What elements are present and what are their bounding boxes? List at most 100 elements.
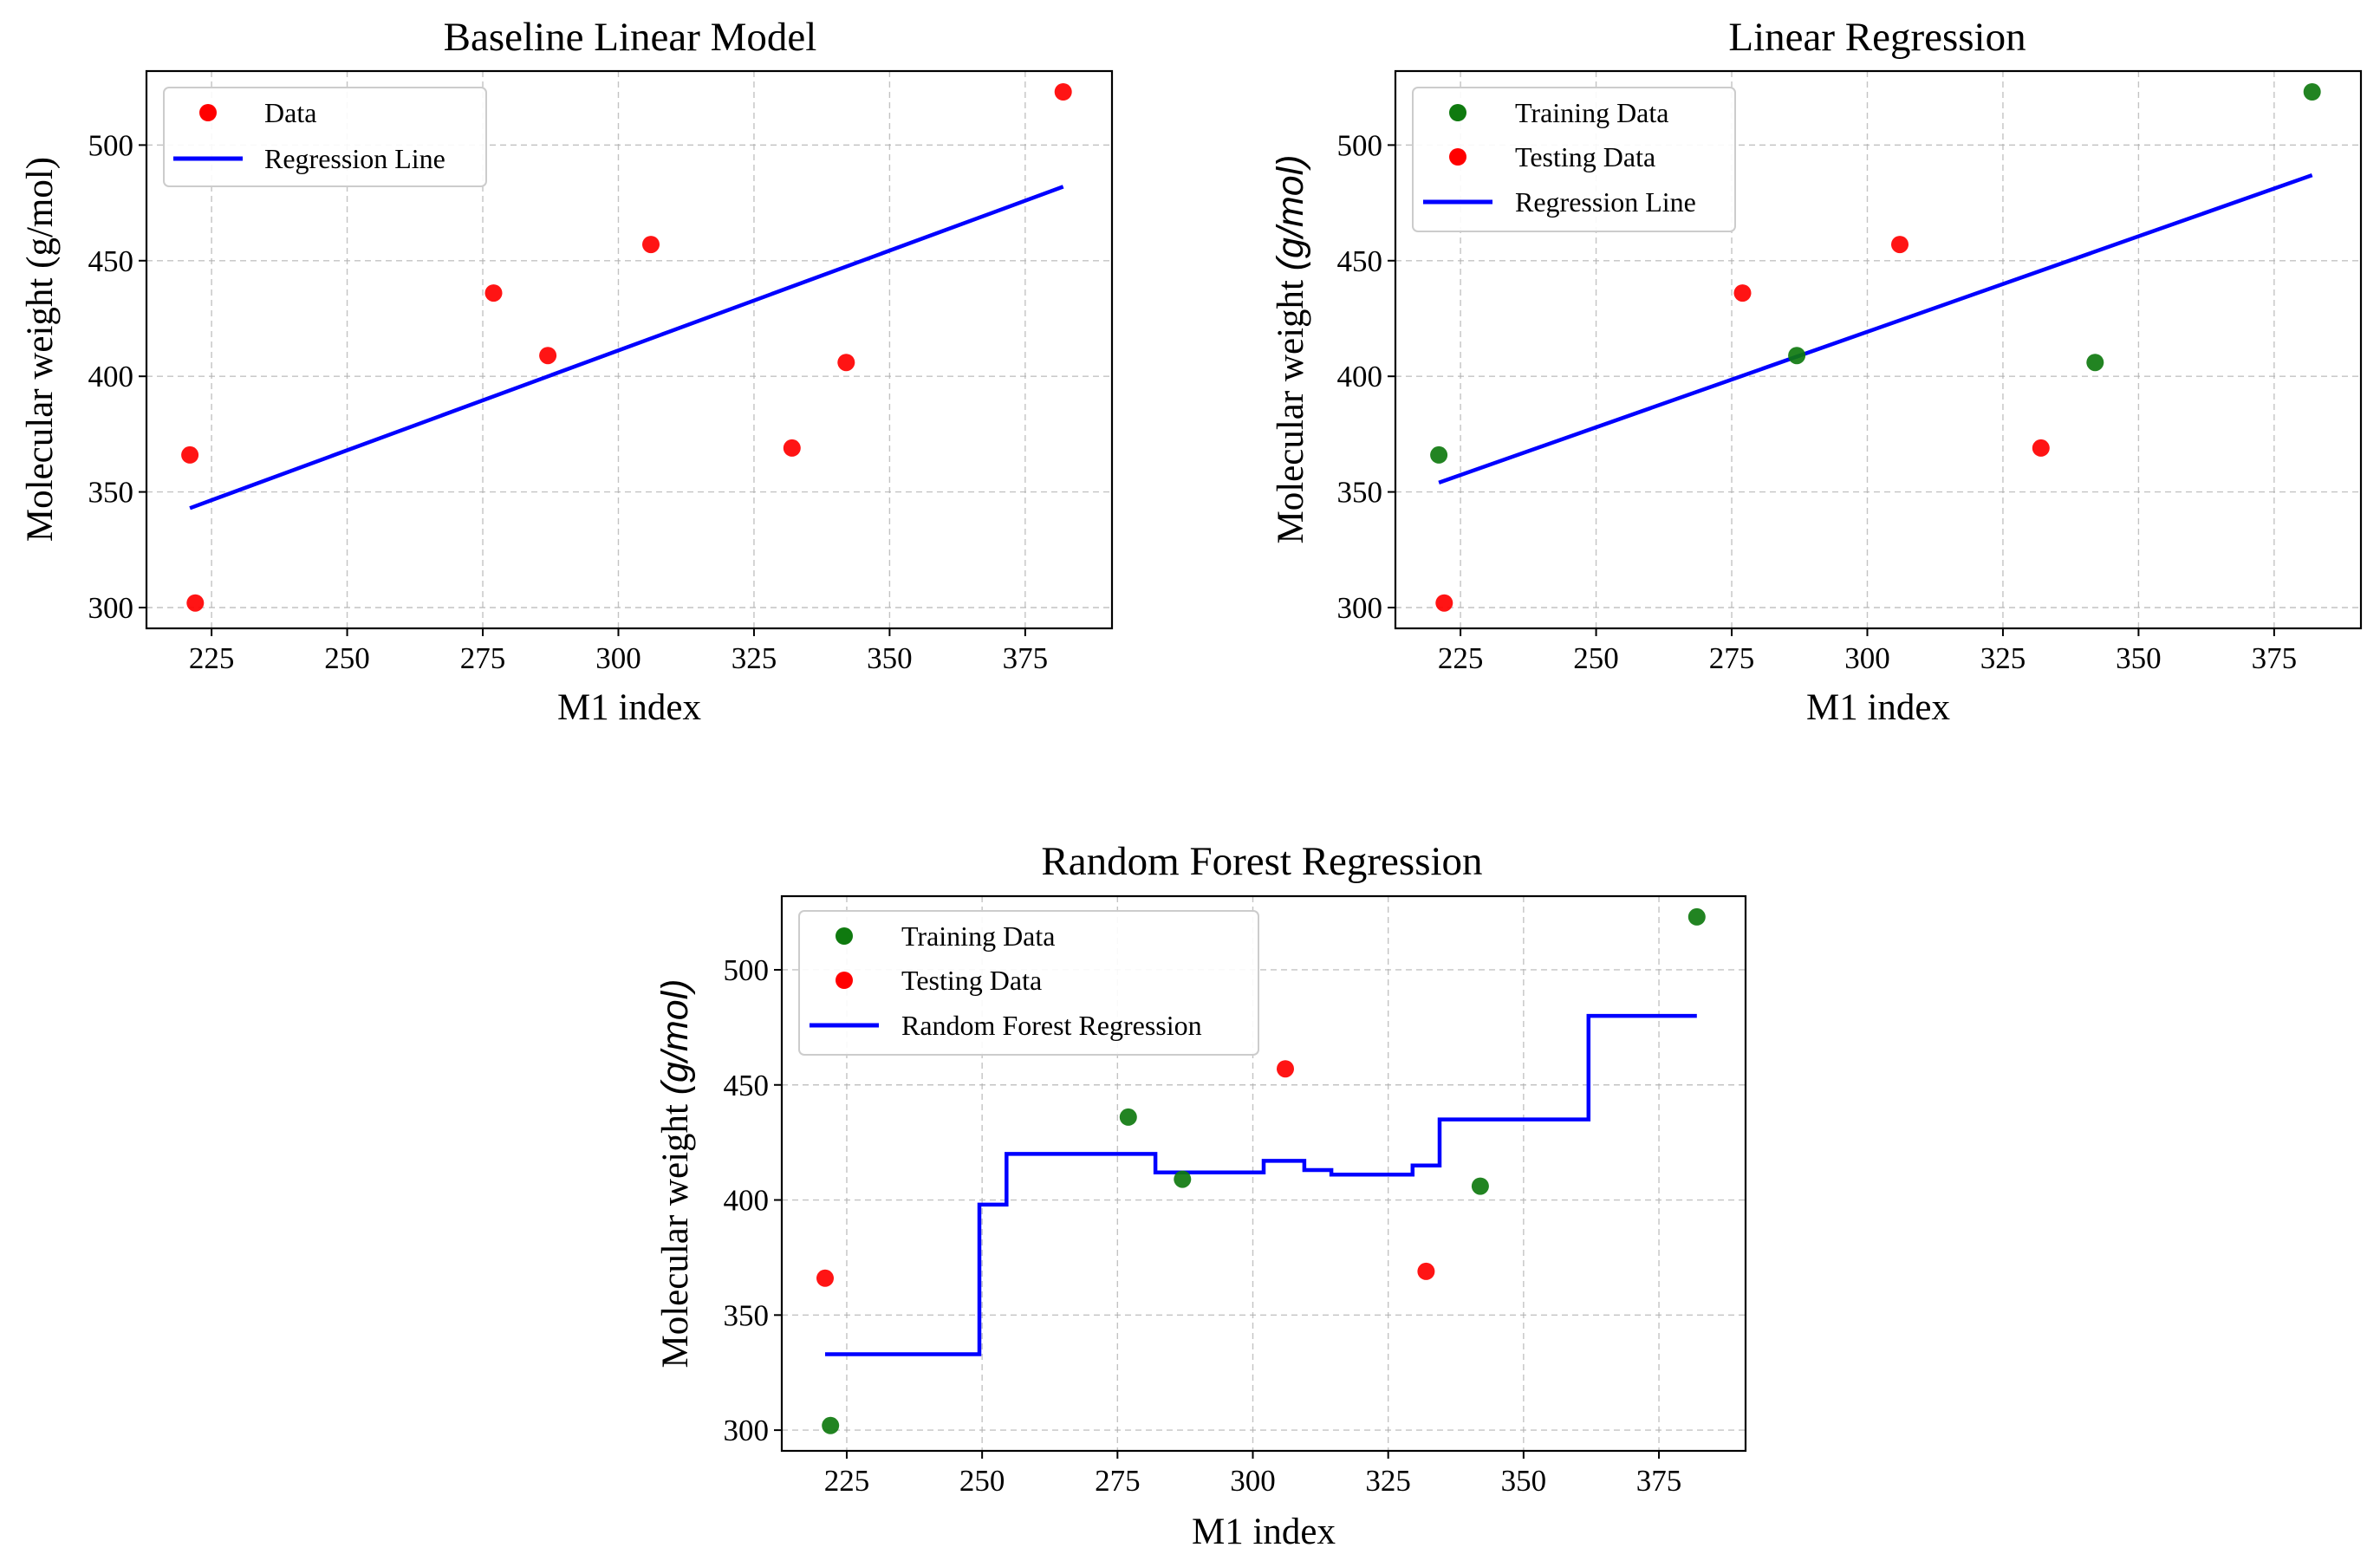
- training-datapoint: [1174, 1170, 1192, 1188]
- legend: Training Data Testing Data Regression Li…: [1412, 87, 1736, 232]
- legend-label-training-data: Training Data: [901, 920, 1055, 952]
- datapoint: [783, 439, 801, 457]
- y-tick-label: 350: [1337, 476, 1383, 510]
- legend-label-testing-data: Testing Data: [901, 965, 1042, 996]
- x-tick-label: 350: [2116, 641, 2162, 675]
- y-axis-label-unit: (g/mol): [654, 979, 696, 1095]
- chart-title: Baseline Linear Model: [444, 15, 817, 60]
- training-datapoint: [1687, 907, 1706, 926]
- line-series: [1438, 172, 2313, 485]
- axis-ticks: 225 250 275 300 325 350 375 300 350 400 450 500: [1337, 128, 2298, 675]
- legend-marker-testing-data: [1449, 148, 1466, 166]
- line-series: [189, 185, 1064, 510]
- y-axis-label-unit: (g/mol): [20, 157, 61, 269]
- y-tick-label: 300: [1337, 591, 1383, 625]
- plot-frame: [1394, 69, 2363, 630]
- regression-line: [189, 185, 1064, 510]
- axis-ticks: 225 250 275 300 325 350 375 300 350 400 450 500: [724, 953, 1682, 1498]
- y-axis-label-main: Molecular weight: [1271, 270, 1311, 543]
- testing-datapoint: [1417, 1262, 1435, 1280]
- y-tick-label: 350: [724, 1298, 770, 1332]
- x-axis-label: M1 index: [1806, 687, 1950, 728]
- x-tick-label: 375: [2252, 641, 2298, 675]
- y-tick-label: 300: [88, 591, 134, 625]
- x-tick-label: 375: [1003, 641, 1049, 675]
- x-tick-label: 325: [732, 641, 777, 675]
- regression-line: [825, 1013, 1697, 1356]
- plot-frame: [780, 894, 1747, 1453]
- legend-label-random-forest-regression: Random Forest Regression: [901, 1010, 1202, 1041]
- y-axis-label-main: Molecular weight: [655, 1095, 696, 1368]
- scatter-series: [816, 907, 1706, 1434]
- testing-datapoint: [816, 1269, 834, 1287]
- x-tick-label: 300: [1844, 641, 1890, 675]
- datapoint: [186, 594, 205, 612]
- training-datapoint: [1471, 1177, 1489, 1195]
- y-axis-label: Molecular weight (g/mol): [1270, 154, 1311, 543]
- y-axis-label-main: Molecular weight: [20, 269, 61, 542]
- legend: Training Data Testing Data Random Forest…: [798, 910, 1259, 1056]
- y-tick-label: 400: [724, 1184, 770, 1218]
- y-tick-label: 450: [88, 244, 134, 278]
- x-tick-label: 300: [1230, 1464, 1276, 1498]
- datapoint: [181, 445, 199, 464]
- legend-marker-data: [199, 104, 217, 121]
- x-axis-label: M1 index: [1192, 1512, 1336, 1552]
- datapoint: [539, 347, 557, 365]
- datapoint: [1054, 83, 1072, 101]
- x-tick-label: 275: [460, 641, 506, 675]
- training-datapoint: [1430, 445, 1448, 464]
- y-tick-label: 350: [88, 476, 134, 510]
- legend-frame: [798, 910, 1259, 1056]
- y-axis-label-unit: (g/mol): [1270, 154, 1311, 270]
- axis-ticks: 225 250 275 300 325 350 375 300 350 400 450 500: [88, 128, 1049, 675]
- datapoint: [837, 354, 855, 372]
- training-datapoint: [1119, 1108, 1137, 1126]
- training-datapoint: [822, 1416, 840, 1434]
- legend-frame: [1412, 87, 1736, 232]
- line-series: [825, 1013, 1697, 1356]
- x-tick-label: 250: [959, 1464, 1005, 1498]
- scatter-series: [181, 83, 1072, 612]
- x-tick-label: 275: [1095, 1464, 1141, 1498]
- legend-frame: [163, 87, 487, 187]
- training-datapoint: [2303, 83, 2321, 101]
- x-tick-label: 250: [1573, 641, 1619, 675]
- y-tick-label: 450: [724, 1069, 770, 1102]
- legend-label-data: Data: [264, 97, 316, 128]
- testing-datapoint: [1891, 236, 1909, 254]
- y-tick-label: 450: [1337, 244, 1383, 278]
- testing-datapoint: [1733, 284, 1752, 302]
- legend-label-testing-data: Testing Data: [1515, 141, 1655, 172]
- chart-title: Linear Regression: [1728, 15, 2026, 60]
- legend: Data Regression Line: [163, 87, 487, 187]
- x-tick-label: 325: [1980, 641, 2026, 675]
- scatter-series: [1430, 83, 2321, 612]
- datapoint: [642, 236, 660, 254]
- x-tick-label: 275: [1709, 641, 1755, 675]
- legend-label-training-data: Training Data: [1515, 97, 1668, 128]
- x-tick-label: 325: [1365, 1464, 1411, 1498]
- testing-datapoint: [1277, 1060, 1294, 1078]
- x-tick-label: 350: [867, 641, 913, 675]
- y-axis-label: Molecular weight (g/mol): [20, 157, 61, 542]
- x-tick-label: 350: [1501, 1464, 1547, 1498]
- y-axis-label: Molecular weight (g/mol): [654, 979, 696, 1368]
- legend-label-regression-line: Regression Line: [1515, 186, 1696, 218]
- x-tick-label: 225: [189, 641, 235, 675]
- x-tick-label: 225: [1438, 641, 1484, 675]
- y-tick-label: 400: [88, 360, 134, 393]
- x-tick-label: 250: [324, 641, 370, 675]
- x-tick-label: 375: [1636, 1464, 1682, 1498]
- y-tick-label: 500: [724, 953, 770, 987]
- y-tick-label: 500: [1337, 128, 1383, 162]
- legend-marker-training-data: [1449, 104, 1466, 121]
- grid: [1395, 71, 2361, 628]
- x-axis-label: M1 index: [557, 687, 701, 728]
- legend-marker-training-data: [836, 927, 853, 945]
- panel-forest: Random Forest Regression 225 250 275 300 325…: [654, 839, 1747, 1552]
- x-tick-label: 300: [595, 641, 641, 675]
- y-tick-label: 500: [88, 128, 134, 162]
- y-tick-label: 400: [1337, 360, 1383, 393]
